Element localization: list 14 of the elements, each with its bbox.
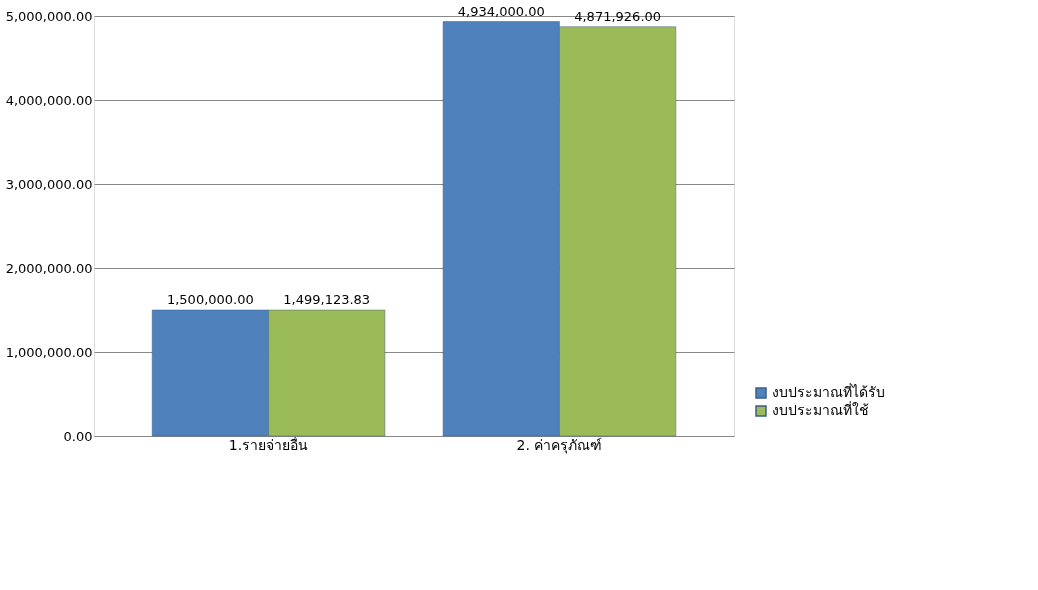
y-tick-label: 2,000,000.00: [5, 260, 93, 276]
y-tick-label: 5,000,000.00: [5, 8, 93, 24]
x-tick-label: 1.รายจ่ายอื่น: [228, 435, 309, 453]
data-label: 1,499,123.83: [283, 292, 371, 308]
x-tick-label: 2. ค่าครุภัณฑ์: [516, 436, 603, 454]
data-label: 1,500,000.00: [166, 292, 254, 307]
y-tick-label: 4,000,000.00: [5, 92, 93, 108]
legend-label: งบประมาณที่ได้รับ: [772, 383, 885, 400]
y-tick-label: 1,000,000.00: [5, 344, 93, 360]
data-label: 4,934,000.00: [457, 3, 545, 19]
data-label: 4,871,926.00: [574, 8, 662, 24]
y-tick-label: 3,000,000.00: [5, 176, 93, 192]
legend-label: งบประมาณที่ใช้: [772, 401, 869, 418]
y-tick-label: 0.00: [63, 428, 93, 444]
